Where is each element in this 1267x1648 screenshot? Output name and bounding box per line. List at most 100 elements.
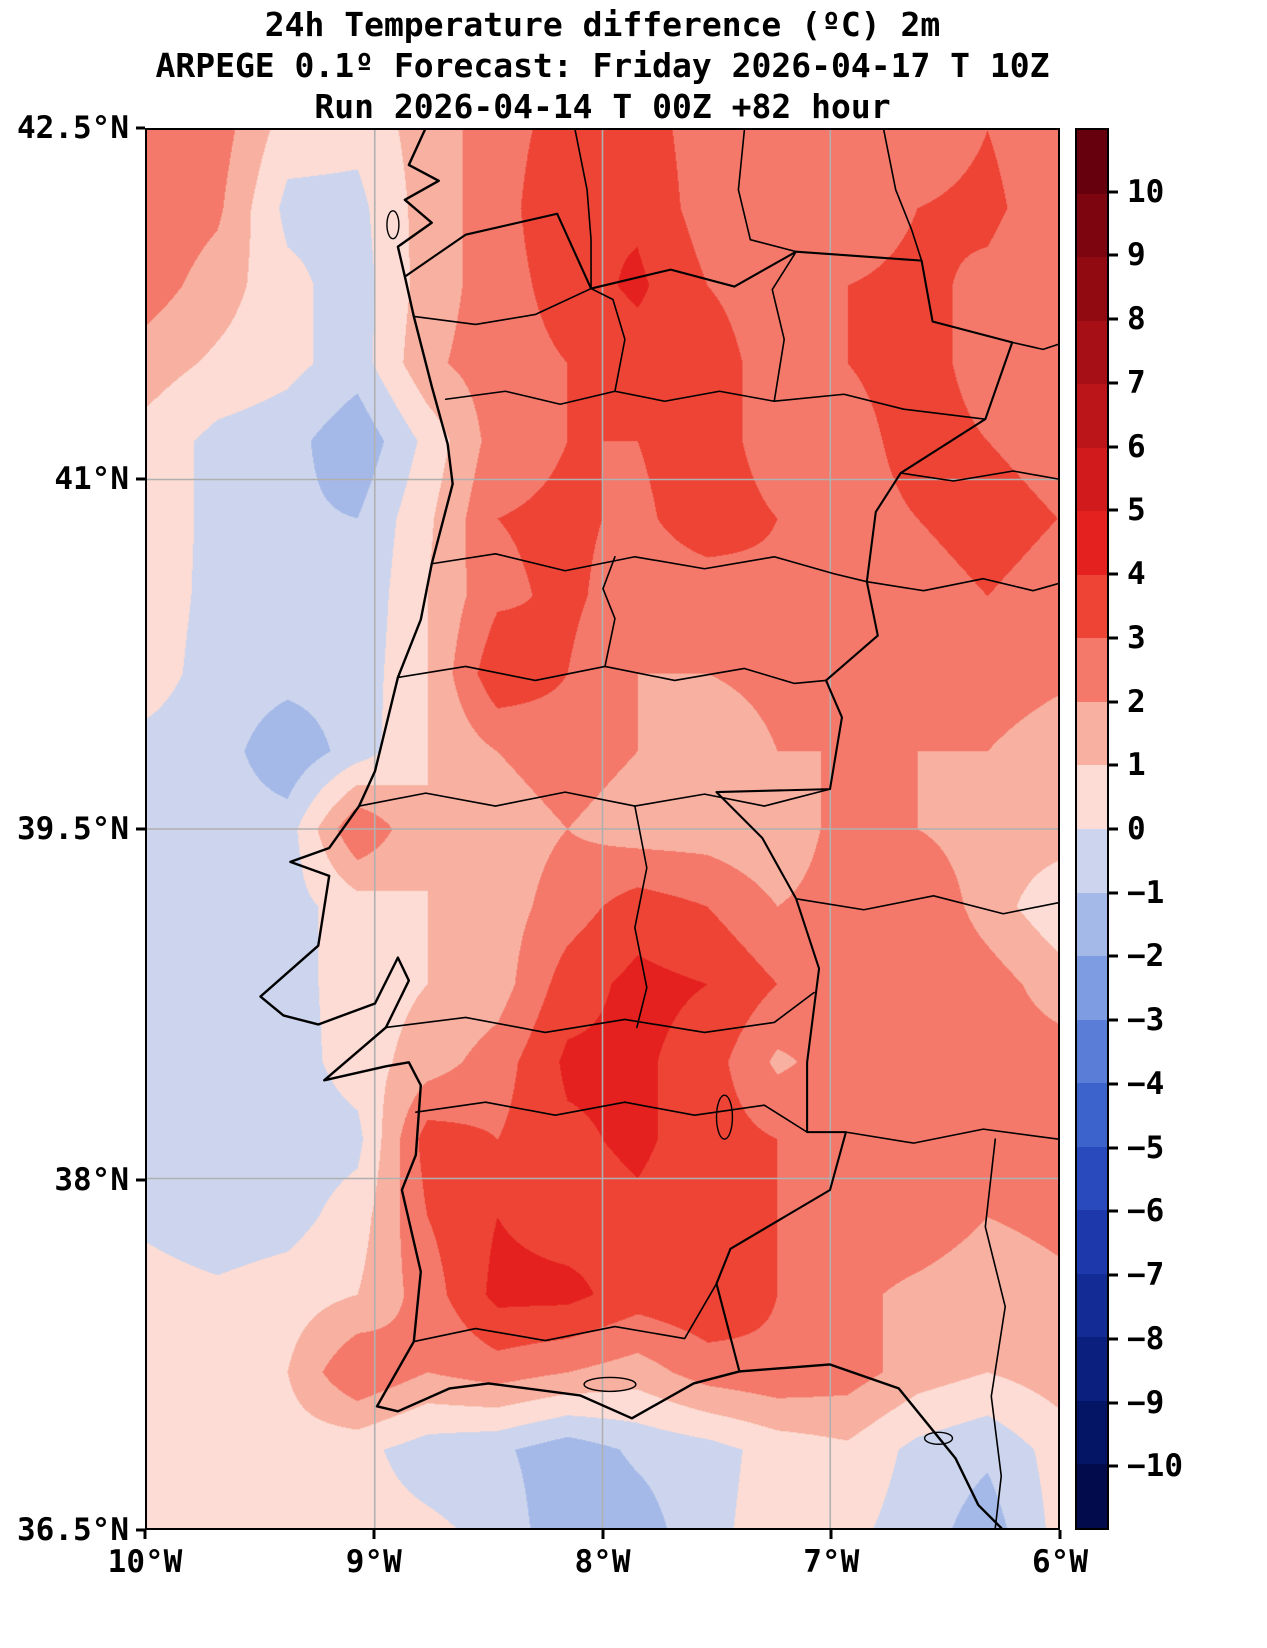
figure-title-line2: ARPEGE 0.1º Forecast: Friday 2026-04-17 … [155,46,1050,85]
colorbar-tick-label: −7 [1127,1257,1165,1294]
colorbar-tick-label: 8 [1127,301,1146,338]
y-tick-mark [136,1528,145,1532]
map-plot-area [145,128,1060,1530]
province-boundary-pontevedra-ourense [574,130,592,290]
colorbar-tick-mark [1109,1273,1118,1277]
colorbar-tick-mark [1109,636,1118,640]
colorbar-tick-label: 9 [1127,237,1146,274]
colorbar-segment [1077,1464,1107,1529]
colorbar-tick-mark [1109,445,1118,449]
province-boundary-zamora-east [1011,341,1058,351]
colorbar-tick-mark [1109,1337,1118,1341]
district-boundary-coimbra-castelo-branco [397,665,827,685]
x-tick-mark [1058,1530,1062,1539]
colorbar-segment [1077,193,1107,258]
x-tick-label: 7°W [803,1544,860,1580]
colorbar-tick-mark [1109,827,1118,831]
colorbar-segment [1077,1273,1107,1338]
y-tick-label: 41°N [54,460,129,497]
district-boundary-leiria-santarem [358,788,831,807]
colorbar-segment [1077,574,1107,639]
x-tick-label: 8°W [574,1544,631,1580]
colorbar-tick-mark [1109,381,1118,385]
colorbar-tick-label: 5 [1127,492,1146,529]
colorbar-tick-mark [1109,1401,1118,1405]
y-tick-label: 36.5°N [17,1512,129,1548]
y-tick-label: 38°N [54,1161,129,1198]
colorbar-tick-label: 6 [1127,428,1146,465]
colorbar-tick-mark [1109,891,1118,895]
colorbar-tick-label: 1 [1127,747,1146,784]
colorbar-tick-mark [1109,572,1118,576]
x-tick-label: 10°W [107,1544,183,1580]
colorbar-tick-label: −9 [1127,1384,1165,1421]
colorbar-tick-label: −5 [1127,1129,1165,1166]
colorbar-tick-label: −10 [1127,1448,1183,1485]
colorbar-tick-labels: 10 9 8 7 6 5 4 3 2 1 0 −1 −2 −3 −4 −5 −6 −7 −8 −9 −10 [1109,128,1264,1530]
colorbar-segment [1077,829,1107,893]
figure-title-block: 24h Temperature difference (ºC) 2m ARPEG… [145,4,1060,127]
x-tick-mark [372,1530,376,1539]
province-boundary-zamora-salamanca [899,470,1058,482]
colorbar-tick-mark [1109,1464,1118,1468]
colorbar-tick-label: −2 [1127,938,1165,975]
figure-title-line1: 24h Temperature difference (ºC) 2m [264,5,941,44]
colorbar-tick-mark [1109,1209,1118,1213]
district-boundary-evora-beja [415,1101,808,1133]
district-boundary-viana-braga [413,287,592,326]
colorbar-tick-label: 3 [1127,619,1146,656]
colorbar-segment [1077,447,1107,512]
figure-title-line3: Run 2026-04-14 T 00Z +82 hour [314,87,891,126]
colorbar-segment [1077,1019,1107,1084]
colorbar-segment [1077,130,1107,194]
colorbar-tick-label: 4 [1127,556,1146,593]
y-tick-label: 42.5°N [17,110,129,146]
colorbar-tick-mark [1109,253,1118,257]
colorbar-tick-label: −1 [1127,874,1165,911]
y-tick-mark [136,1178,145,1181]
longitude-axis: 10°W 9°W 8°W 7°W 6°W [108,1530,1088,1600]
district-boundary-douro [444,390,987,420]
colorbar-segment [1077,1146,1107,1211]
donana-marsh-outline [923,1431,954,1445]
province-boundary-salamanca-caceres [866,577,1058,592]
ria-inlet-outline [386,210,400,240]
province-boundary-badajoz-huelva [845,1128,1058,1144]
geo-overlay [147,130,1058,1528]
colorbar-segment [1077,638,1107,702]
colorbar-tick-label: 7 [1127,364,1146,401]
colorbar-segment [1077,1083,1107,1147]
y-tick-label: 39.5°N [17,811,129,847]
colorbar-tick-mark [1109,763,1118,767]
district-boundary-santarem-portalegre [634,805,648,1029]
colorbar-tick-label: 2 [1127,683,1146,720]
x-tick-label: 9°W [345,1544,402,1580]
y-tick-mark [136,477,145,480]
colorbar-tick-mark [1109,317,1118,321]
x-tick-mark [601,1530,604,1539]
colorbar-tick-label: 0 [1127,811,1146,847]
ria-formosa-lagoon-outline [583,1376,637,1393]
colorbar-tick-label: −8 [1127,1320,1165,1357]
colorbar-segment [1077,1337,1107,1401]
alqueva-reservoir-outline [715,1094,734,1140]
district-boundary-beja-algarve [413,1282,718,1343]
latitude-axis: 42.5°N 41°N 39.5°N 38°N 36.5°N [0,110,145,1548]
colorbar-tick-label: −3 [1127,1002,1165,1039]
portugal-spain-border-path [403,212,1014,1373]
colorbar-tick-mark [1109,190,1118,194]
colorbar-segment [1077,1400,1107,1465]
district-boundary-lisboa-evora [385,991,815,1034]
district-boundary-coimbra-viseu [602,555,616,668]
district-boundary-aveiro-viseu-guarda [430,552,868,583]
x-tick-label: 6°W [1032,1544,1088,1580]
colorbar-segment [1077,384,1107,448]
colorbar-tick-mark [1109,1146,1118,1150]
y-tick-mark [136,126,145,130]
colorbar-segment [1077,1210,1107,1274]
colorbar-segment [1077,511,1107,575]
colorbar-tick-mark [1109,508,1118,512]
colorbar-tick-mark [1109,1082,1118,1086]
colorbar-segment [1077,701,1107,766]
